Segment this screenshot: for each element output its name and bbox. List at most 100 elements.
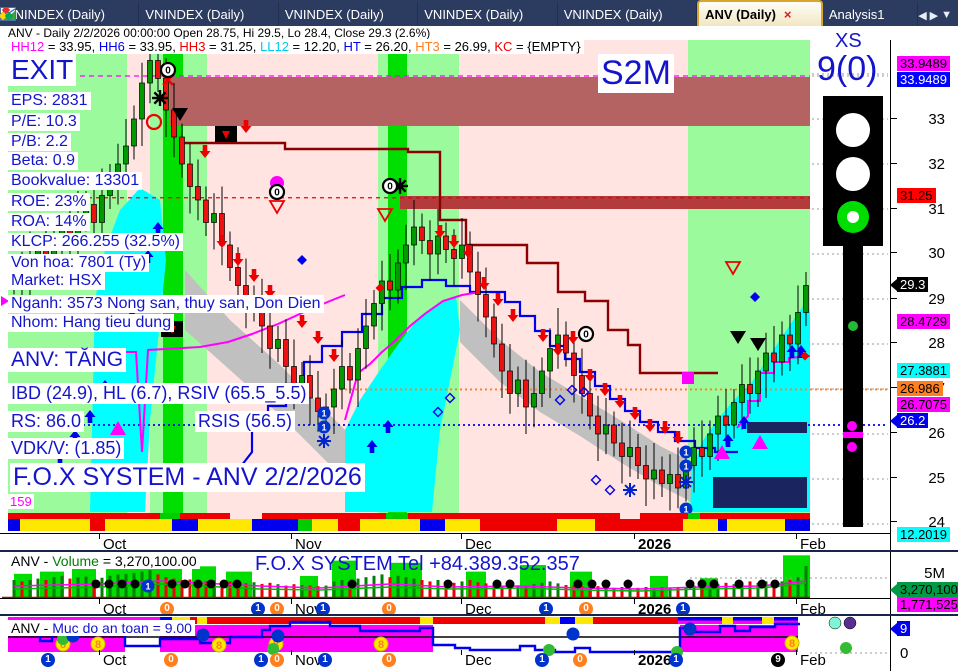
svg-text:1: 1 (683, 505, 688, 515)
x-axis-label-Nov: Nov (295, 601, 322, 618)
ohlc-title: ANV - Daily 2/2/2026 00:00:00 Open 28.75… (8, 26, 431, 40)
price-tag-28.4729: 28.4729 (897, 314, 950, 329)
volume-pane-label: ANV - Volume = 3,270,100.00 (8, 553, 200, 569)
signal-marker-1: 1 (316, 602, 330, 616)
x-axis-label-Oct: Oct (103, 601, 127, 618)
tab-scroll-right-icon[interactable]: ▶ (929, 10, 939, 22)
indicator-value: = 31.25, (205, 39, 261, 54)
signal-marker-1: 1 (318, 653, 332, 667)
signal-marker-0: 0 (270, 653, 284, 667)
price-tick (891, 432, 897, 433)
tag-arrow-icon (890, 414, 897, 427)
fundamental-label-2: P/B: 2.2 (8, 133, 71, 152)
x-axis-tick (634, 534, 635, 539)
x-axis-tick (291, 534, 292, 539)
x-axis-label-Oct: Oct (103, 536, 127, 553)
price-tag-27.3881: 27.3881 (897, 363, 950, 378)
main-price-chart[interactable]: 0000111111 (0, 26, 890, 533)
signal-marker-0: 0 (382, 653, 396, 667)
analysis-icon (0, 6, 14, 20)
price-tag-3,270,100: 3,270,100 (890, 582, 958, 597)
safety-x-axis[interactable]: Oct Nov Dec 2026 Feb 1 0 1 0 1 0 1 0 1 9 (0, 650, 890, 671)
indicator-value: = 12.20, (288, 39, 344, 54)
fundamental-label-8: Von hoa: 7801 (Ty) (8, 254, 150, 273)
tab-vnindex-daily--2[interactable]: VNINDEX (Daily) (0, 2, 419, 26)
indicator-value: = {EMPTY} (512, 39, 581, 54)
x-axis-tick (99, 599, 100, 604)
s2m-signal-label: S2M (598, 54, 674, 94)
main-x-axis[interactable]: Oct Nov Dec 2026 Feb (0, 533, 890, 553)
tag-arrow-icon (890, 583, 897, 596)
x-axis-label-Feb: Feb (800, 601, 826, 618)
tab-vnindex-daily--4[interactable]: VNINDEX (Daily) (0, 2, 698, 26)
signal-marker-0: 0 (270, 602, 284, 616)
signal-marker-0: 0 (160, 602, 174, 616)
indicator-name-HH12: HH12 (11, 39, 45, 54)
svg-text:0: 0 (387, 182, 393, 193)
svg-text:0: 0 (583, 330, 589, 341)
exit-label: EXIT (8, 54, 77, 87)
x-axis-tick (634, 650, 635, 655)
price-label-31: 31 (928, 201, 945, 218)
tab-vnindex-daily--0[interactable]: VNINDEX (Daily) (0, 2, 140, 26)
x-axis-label-2026: 2026 (638, 536, 672, 553)
tab-label: VNINDEX (Daily) (6, 6, 105, 22)
tab-analysis1-6[interactable]: Analysis1 (0, 2, 919, 26)
tab-vnindex-daily--1[interactable]: VNINDEX (Daily) (0, 2, 279, 26)
price-tick (891, 477, 897, 478)
volume-label-prefix: ANV - (11, 553, 53, 569)
chart-title-row: ANV - Daily 2/2/2026 00:00:00 Open 28.75… (0, 26, 898, 40)
price-tick (891, 387, 897, 388)
volume-x-axis[interactable]: Oct Nov Dec 2026 Feb 0 1 0 1 0 1 0 1 (0, 598, 890, 618)
tab-scroll-left-icon[interactable]: ◀ (918, 10, 927, 22)
svg-text:1: 1 (683, 448, 688, 458)
price-label-29: 29 (928, 291, 945, 308)
price-label-28: 28 (928, 335, 945, 352)
tab-label: Analysis1 (828, 6, 885, 22)
x-axis-tick (99, 650, 100, 655)
price-tag-31.25: 31.25 (897, 188, 936, 203)
price-tag-33.9489: 33.9489 (897, 72, 950, 87)
tab-label: VNINDEX (Daily) (563, 6, 663, 22)
signal-marker-1: 1 (41, 653, 55, 667)
price-axis-column[interactable]: 3332313029282726252433.948933.948931.252… (890, 26, 958, 671)
tag-arrow-icon (890, 622, 897, 635)
x-axis-label-Dec: Dec (465, 601, 492, 618)
indicator-name-HH6: HH6 (98, 39, 125, 54)
tab-close-icon[interactable]: × (783, 6, 792, 22)
price-tag-1,771,525: 1,771,525 (897, 597, 958, 612)
ticker-status-label: ANV: TĂNG (8, 348, 127, 373)
fundamental-label-5: ROE: 23% (8, 193, 90, 212)
signal-marker-0: 0 (573, 653, 587, 667)
price-tag-0: 0 (900, 645, 909, 662)
fundamental-label-10: Nganh: 3573 Nong san, thuy san, Don Dien (8, 295, 324, 314)
svg-text:8: 8 (216, 640, 222, 652)
svg-text:1: 1 (145, 582, 150, 592)
svg-text:0: 0 (165, 66, 171, 77)
price-tick (891, 298, 897, 299)
indicator-value: = 26.20, (360, 39, 416, 54)
signal-marker-1: 1 (251, 602, 265, 616)
x-axis-tick (461, 599, 462, 604)
x-axis-label-2026: 2026 (638, 601, 672, 618)
x-axis-label-Nov: Nov (295, 652, 322, 669)
x-axis-tick (796, 599, 797, 604)
tab-nav-arrows: ◀ ▶ ▼ (918, 9, 958, 26)
price-tick (891, 342, 897, 343)
tab-vnindex-daily--3[interactable]: VNINDEX (Daily) (0, 2, 558, 26)
safety-label-value: = 9.00 (148, 620, 192, 636)
safety-label-name: Muc do an toan (52, 620, 149, 636)
tag-arrow-icon (890, 278, 897, 291)
tab-bar: VNINDEX (Daily) VNINDEX (Daily) VNINDEX (D… (0, 0, 958, 26)
tab-list-icon[interactable]: ▼ (941, 9, 953, 21)
price-tick (891, 118, 897, 119)
x-axis-label-Feb: Feb (800, 536, 826, 553)
traffic-light-indicator (823, 96, 883, 527)
fundamental-label-7: KLCP: 266.255 (32.5%) (8, 233, 183, 252)
price-tag-12.2019: 12.2019 (897, 527, 950, 542)
price-label-24: 24 (928, 514, 945, 531)
tab-anv-daily--5[interactable]: ANV (Daily) × (0, 0, 823, 26)
fundamental-label-9: Market: HSX (8, 272, 105, 291)
tab-label: VNINDEX (Daily) (145, 6, 245, 22)
indicator-name-HT3: HT3 (415, 39, 440, 54)
